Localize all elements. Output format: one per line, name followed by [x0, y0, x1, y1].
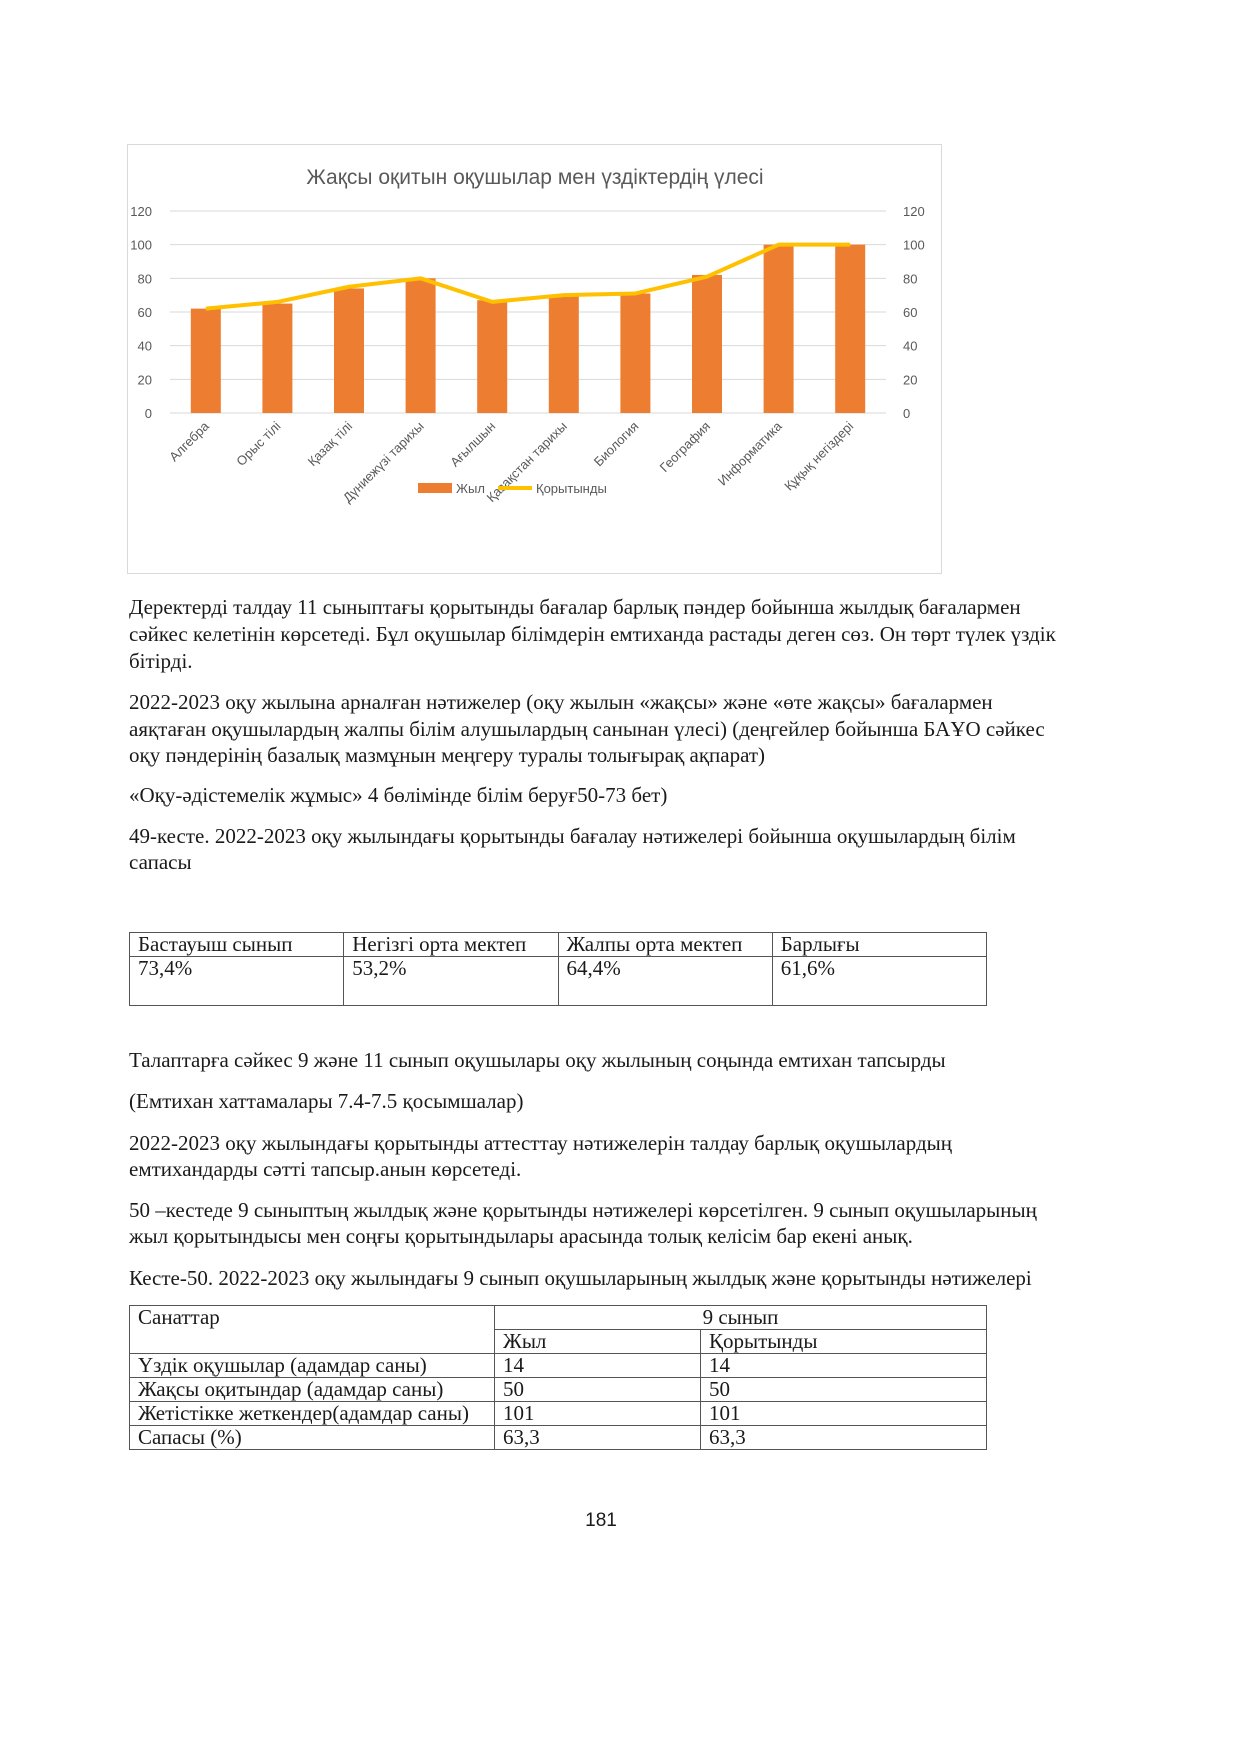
value-cell: 63,3 — [494, 1425, 701, 1450]
paragraph-line: аяқтаған оқушылардың жалпы білім алушыла… — [129, 717, 1045, 741]
header-cell: Бастауыш сынып — [128, 932, 345, 957]
row-label: Үздік оқушылар (адамдар саны) — [129, 1353, 495, 1378]
y-tick-label: 0 — [145, 406, 152, 421]
row-label: Жетістікке жеткендер(адамдар саны) — [129, 1401, 495, 1426]
bar-Дүниежүзі тарихы — [405, 278, 436, 413]
chart-title: Жақсы оқитын оқушылар мен үздіктердің үл… — [306, 166, 763, 189]
value-cell: 63,3 — [700, 1425, 987, 1450]
paragraph-line: бітірді. — [129, 649, 193, 673]
value-cell: 61,6% — [771, 956, 988, 1006]
bar-Қазақ тілі — [334, 288, 364, 413]
table-row: Үздік оқушылар (адамдар саны) 14 14 — [129, 1353, 987, 1378]
page-number: 181 — [585, 1510, 617, 1531]
chart-canvas: Жақсы оқитын оқушылар мен үздіктердің үл… — [130, 166, 925, 506]
y2-tick-label: 80 — [903, 271, 917, 286]
value-cell: 14 — [494, 1353, 701, 1378]
x-tick-label: Дүниежүзі тарихы — [340, 419, 427, 506]
legend-label: Жыл — [456, 481, 485, 496]
table-50: Санаттар 9 сынып Жыл Қорытынды Үздік оқу… — [129, 1305, 987, 1450]
y-tick-label: 100 — [130, 238, 152, 253]
value-cell: 50 — [494, 1377, 701, 1402]
header-cell: Жалпы орта мектеп — [557, 932, 773, 957]
y2-tick-label: 0 — [903, 406, 910, 421]
x-tick-label: Информатика — [715, 418, 786, 489]
paragraph-line: Кесте-50. 2022-2023 оқу жылындағы 9 сыны… — [129, 1266, 1032, 1290]
paragraph-line: сапасы — [129, 850, 192, 874]
value-cell: 50 — [700, 1377, 987, 1402]
value-cell: 73,4% — [128, 956, 345, 1006]
paragraph-line: емтихандарды сәтті тапсыр.анын көрсетеді… — [129, 1157, 522, 1181]
chart: Жақсы оқитын оқушылар мен үздіктердің үл… — [127, 144, 942, 574]
table-header-row: Бастауыш сынып Негізгі орта мектеп Жалпы… — [128, 932, 988, 957]
paragraph-line: (Емтихан хаттамалары 7.4-7.5 қосымшалар) — [129, 1089, 524, 1113]
paragraph-line: 2022-2023 оқу жылына арналған нәтижелер … — [129, 690, 993, 714]
value-cell: 53,2% — [343, 956, 559, 1006]
header-cell: Қорытынды — [700, 1329, 987, 1354]
value-cell: 14 — [700, 1353, 987, 1378]
table-row: 73,4% 53,2% 64,4% 61,6% — [128, 956, 988, 1006]
x-tick-label: Қазақ тілі — [305, 418, 356, 469]
header-cell: Жыл — [494, 1329, 701, 1354]
y2-tick-label: 40 — [903, 339, 917, 354]
y-tick-label: 120 — [130, 204, 152, 219]
paragraph-line: оқу пәндерінің базалық мазмұнын меңгеру … — [129, 743, 766, 767]
bar-Құқық негіздері — [835, 244, 866, 413]
paragraph-line: сәйкес келетінін көрсетеді. Бұл оқушылар… — [129, 622, 1056, 646]
paragraph-line: 2022-2023 оқу жылындағы қорытынды аттест… — [129, 1131, 952, 1155]
table-row: Жақсы оқитындар (адамдар саны) 50 50 — [129, 1377, 987, 1402]
value-cell: 64,4% — [557, 956, 773, 1006]
x-tick-label: Биология — [591, 419, 642, 470]
table-row: Жетістікке жеткендер(адамдар саны) 101 101 — [129, 1401, 987, 1426]
y2-tick-label: 20 — [903, 372, 917, 387]
table-header-row: Санаттар 9 сынып — [129, 1305, 987, 1354]
bar-Биология — [620, 293, 651, 413]
bar-География — [692, 274, 722, 413]
value-cell: 101 — [494, 1401, 701, 1426]
line-series — [205, 242, 851, 311]
bar-Информатика — [763, 244, 794, 413]
table-subheader-row: Жыл Қорытынды — [130, 1329, 987, 1354]
y-tick-label: 80 — [138, 271, 152, 286]
bar-Қазақстан тарихы — [548, 295, 579, 413]
row-label: Жақсы оқитындар (адамдар саны) — [129, 1377, 495, 1402]
paragraph-line: Деректерді талдау 11 сыныптағы қорытынды… — [129, 595, 1021, 619]
x-tick-label: Алгебра — [166, 418, 212, 464]
y2-tick-label: 100 — [903, 238, 925, 253]
legend-label: Қорытынды — [536, 481, 607, 496]
header-cell: Барлығы — [771, 932, 988, 957]
header-cell: 9 сынып — [494, 1305, 987, 1330]
paragraph-line: 49-кесте. 2022-2023 оқу жылындағы қорыты… — [129, 824, 1016, 848]
header-cell: Санаттар — [129, 1305, 495, 1354]
y2-tick-label: 60 — [903, 305, 917, 320]
x-tick-label: Құқық негіздері — [781, 418, 856, 493]
row-label: Сапасы (%) — [129, 1425, 495, 1450]
y-tick-label: 60 — [138, 305, 152, 320]
x-tick-label: Ағылшын — [447, 419, 498, 470]
x-tick-label: География — [657, 419, 713, 475]
header-cell: Негізгі орта мектеп — [343, 932, 559, 957]
paragraph-line: Талаптарға сәйкес 9 және 11 сынып оқушыл… — [129, 1048, 946, 1072]
bar-Ағылшын — [477, 300, 508, 413]
y2-tick-label: 120 — [903, 204, 925, 219]
paragraph-line: «Оқу-әдістемелік жұмыс» 4 бөлімінде білі… — [129, 783, 668, 807]
bar-Алгебра — [190, 308, 221, 413]
paragraph-line: 50 –кестеде 9 сыныптың жылдық және қорыт… — [129, 1198, 1037, 1222]
bar-Орыс тілі — [262, 303, 293, 413]
value-cell: 101 — [700, 1401, 987, 1426]
y-tick-label: 40 — [138, 339, 152, 354]
paragraph-line: жыл қорытындысы мен соңғы қорытындылары … — [129, 1224, 913, 1248]
x-tick-label: Орыс тілі — [233, 418, 283, 468]
table-49: Бастауыш сынып Негізгі орта мектеп Жалпы… — [128, 932, 988, 1006]
y-tick-label: 20 — [138, 372, 152, 387]
table-row: Сапасы (%) 63,3 63,3 — [129, 1425, 987, 1450]
legend-swatch-bar — [418, 483, 452, 493]
